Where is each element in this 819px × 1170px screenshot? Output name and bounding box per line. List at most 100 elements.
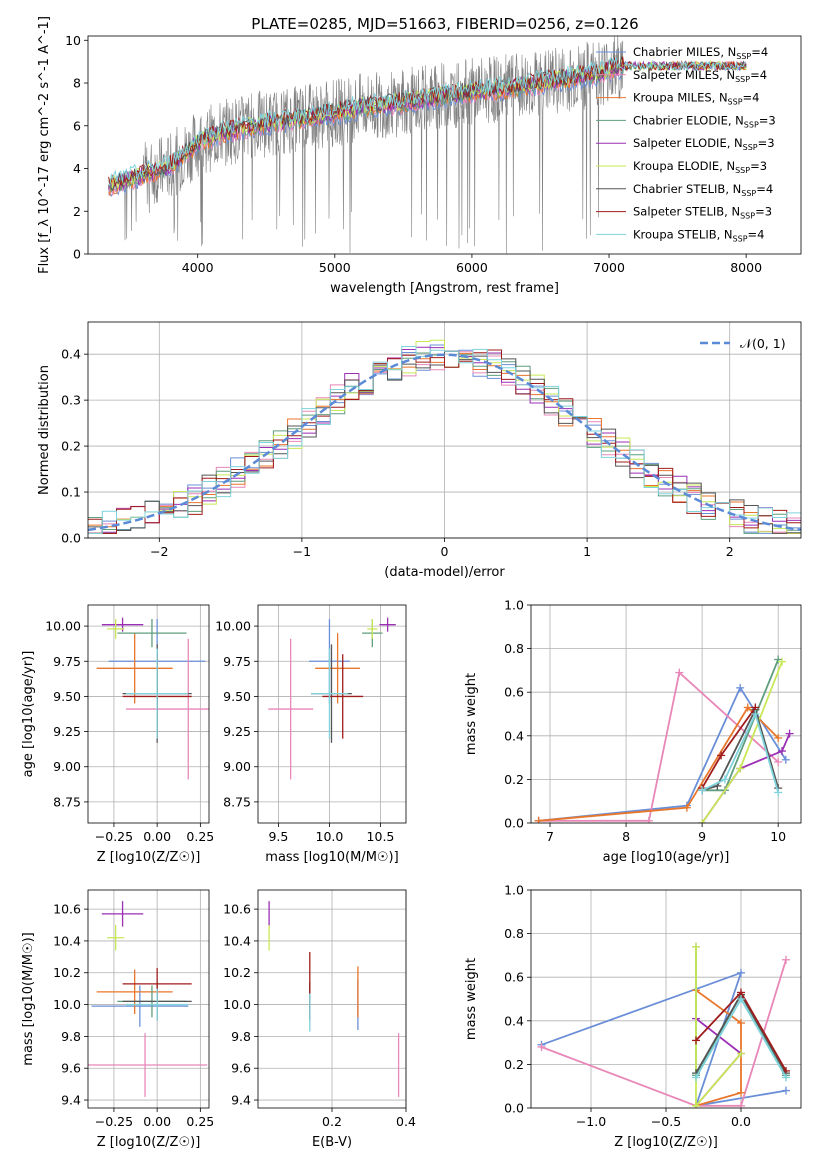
y-tick-label: 10.2 [53,965,81,980]
x-tick-label: 9.5 [268,829,288,844]
y-axis-label: mass weight [464,673,479,755]
legend-subscript: SSP [735,166,750,175]
axes-frame [530,604,802,824]
legend-subscript: SSP [744,120,759,129]
weight-line-1 [538,670,779,822]
y-axis-label: mass [log10(M/M☉)] [21,932,36,1065]
y-tick-label: 9.75 [223,654,251,669]
y-tick-label: 10.6 [223,902,251,917]
x-tick-label: 6000 [456,260,488,275]
panel-weight_vs_age: 7 8 9 10 0.0 0.2 0.4 0.6 0.8 1.0 age [log10(age/yr… [464,598,802,865]
y-tick-label: 9.8 [231,1029,251,1044]
y-tick-label: 0.8 [504,926,524,941]
y-tick-label: 9.4 [61,1093,81,1108]
plot-area [531,605,801,823]
y-tick-label: 9.6 [231,1061,251,1076]
x-tick-label: 8 [622,829,630,844]
y-tick-label: 0.1 [61,485,81,500]
y-tick-label: 0.4 [504,728,524,743]
legend-entry: 𝒩(0, 1) [740,336,786,351]
x-tick-label: 10 [770,829,786,844]
y-tick-label: 4 [73,161,81,176]
x-axis-label: mass [log10(M/M☉)] [265,850,398,865]
panel-age_vs_mass: 9.5 10.0 10.5 8.75 9.00 9.25 9.50 9.75 10.00 mass… [215,604,407,865]
legend-entry: Chabrier ELODIE, NSSP=3 [633,113,776,129]
weight-line-5 [695,946,742,1108]
y-tick-label: 9.25 [53,724,81,739]
x-tick-label: 10.5 [367,829,395,844]
y-tick-label: 9.50 [53,689,81,704]
legend-subscript: SSP [733,234,748,243]
plot-area [88,890,209,1108]
y-tick-label: 8.75 [223,794,251,809]
y-axis-label: Flux [f_λ 10^-17 erg cm^-2 s^-1 A^-1] [37,16,52,274]
panel-residuals: −2 −1 0 1 2 0.0 0.1 0.2 0.3 0.4 (data-model)/error… [37,321,802,580]
x-tick-label: 0.00 [143,829,171,844]
plot-content [534,655,794,823]
axes-frame [87,604,210,824]
y-tick-label: 2 [73,204,81,219]
panel-spectrum: 4000 5000 6000 7000 8000 0 2 4 6 8 10 wavelength [A… [37,16,802,296]
axes-frame [257,889,407,1109]
plot-area [88,605,209,823]
y-tick-label: 1.0 [504,598,524,613]
legend-entry: Salpeter MILES, NSSP=4 [633,68,767,84]
x-tick-label: 8000 [730,260,762,275]
x-axis-label: age [log10(age/yr)] [603,850,730,865]
weight-line-2 [538,706,779,822]
y-tick-label: 10.0 [223,997,251,1012]
legend-subscript: SSP [728,98,743,107]
legend-subscript: SSP [735,75,750,84]
y-tick-label: 0.6 [504,970,524,985]
y-tick-label: 10 [65,33,81,48]
x-axis-label: E(B-V) [312,1135,352,1150]
y-tick-label: 0.4 [504,1013,524,1028]
legend: Chabrier MILES, NSSP=4 Salpeter MILES, NS… [596,45,776,243]
y-tick-label: 10.4 [53,933,81,948]
x-tick-label: 0 [441,544,449,559]
y-tick-label: 0.6 [504,685,524,700]
x-tick-label: 7000 [593,260,625,275]
y-tick-label: 10.2 [223,965,251,980]
weight-line-2 [695,989,742,1107]
x-tick-label: 0.2 [322,1114,342,1129]
x-tick-label: 1 [583,544,591,559]
y-tick-label: 9.4 [231,1093,251,1108]
x-tick-label: 10.0 [316,829,344,844]
legend-entry: Salpeter ELODIE, NSSP=3 [633,136,775,152]
x-tick-label: −0.25 [95,829,133,844]
x-tick-label: −1.0 [576,1114,606,1129]
y-tick-label: 0 [73,247,81,262]
x-tick-label: −0.5 [651,1114,681,1129]
x-axis-label: Z [log10(Z/Z☉)] [97,850,201,865]
x-tick-label: 7 [546,829,554,844]
weight-line-6 [701,707,780,792]
y-tick-label: 8 [73,76,81,91]
y-tick-label: 9.50 [223,689,251,704]
x-tick-label: 0.25 [186,1114,214,1129]
y-tick-label: 1.0 [504,883,524,898]
x-axis-label: (data-model)/error [384,565,505,580]
x-tick-label: −1 [293,544,311,559]
y-tick-label: 9.00 [53,759,81,774]
y-tick-label: 9.8 [61,1029,81,1044]
panel-weight_vs_Z: −1.0 −0.5 0.0 0.0 0.2 0.4 0.6 0.8 1.0 Z [log10(Z/… [464,883,802,1150]
normal-curve [88,353,801,532]
model-spectrum-8 [108,56,747,187]
axes-frame [87,321,802,539]
x-tick-label: 4000 [182,260,214,275]
x-tick-label: 2 [726,544,734,559]
plot-content [88,339,801,534]
legend-entry: Salpeter STELIB, NSSP=3 [633,205,772,221]
y-axis-label: mass weight [464,958,479,1040]
panel-age_vs_Z: −0.25 0.00 0.25 8.75 9.00 9.25 9.50 9.75 10.00 Z … [21,604,214,865]
y-tick-label: 0.2 [61,439,81,454]
x-tick-label: 0.25 [186,829,214,844]
legend-count: =4 [751,45,768,59]
histogram-7 [88,349,801,534]
y-tick-label: 0.0 [61,531,81,546]
y-tick-label: 9.25 [223,724,251,739]
plot-content [268,617,396,780]
legend-entry: Chabrier MILES, NSSP=4 [633,45,768,61]
y-tick-label: 10.0 [53,997,81,1012]
